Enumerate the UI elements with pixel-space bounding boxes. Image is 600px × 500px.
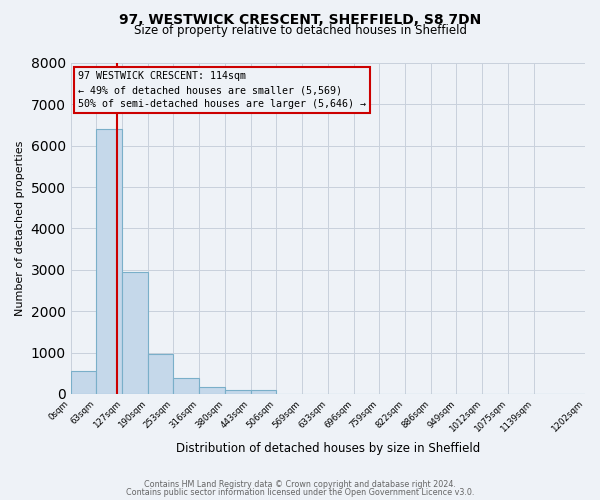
Text: Size of property relative to detached houses in Sheffield: Size of property relative to detached ho… [133, 24, 467, 37]
Bar [251, 390, 277, 394]
Text: Contains HM Land Registry data © Crown copyright and database right 2024.: Contains HM Land Registry data © Crown c… [144, 480, 456, 489]
Bar [71, 370, 96, 394]
Text: Contains public sector information licensed under the Open Government Licence v3: Contains public sector information licen… [126, 488, 474, 497]
Bar [173, 378, 199, 394]
Bar [148, 354, 173, 394]
Bar [225, 390, 251, 394]
X-axis label: Distribution of detached houses by size in Sheffield: Distribution of detached houses by size … [176, 442, 480, 455]
Bar [96, 129, 122, 394]
Y-axis label: Number of detached properties: Number of detached properties [15, 141, 25, 316]
Bar [122, 272, 148, 394]
Text: 97, WESTWICK CRESCENT, SHEFFIELD, S8 7DN: 97, WESTWICK CRESCENT, SHEFFIELD, S8 7DN [119, 12, 481, 26]
Bar [199, 387, 225, 394]
Text: 97 WESTWICK CRESCENT: 114sqm
← 49% of detached houses are smaller (5,569)
50% of: 97 WESTWICK CRESCENT: 114sqm ← 49% of de… [78, 72, 366, 110]
